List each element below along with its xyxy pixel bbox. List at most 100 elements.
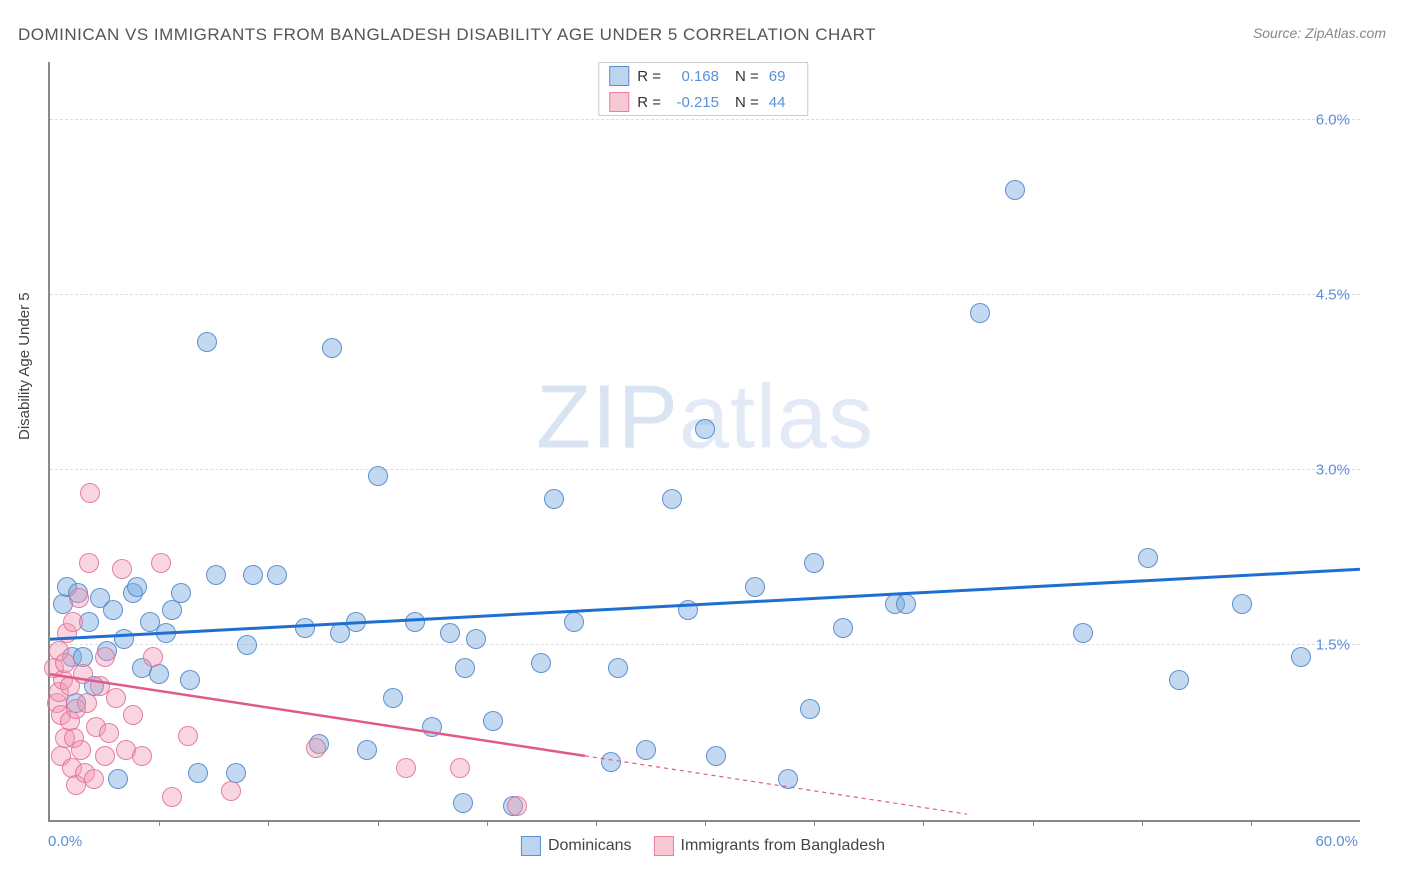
data-point bbox=[237, 635, 257, 655]
legend-swatch bbox=[654, 836, 674, 856]
data-point bbox=[95, 647, 115, 667]
data-point bbox=[466, 629, 486, 649]
data-point bbox=[69, 588, 89, 608]
y-axis-label: Disability Age Under 5 bbox=[16, 292, 33, 440]
data-point bbox=[162, 787, 182, 807]
data-point bbox=[422, 717, 442, 737]
data-point bbox=[1005, 180, 1025, 200]
data-point bbox=[103, 600, 123, 620]
data-point bbox=[804, 553, 824, 573]
data-point bbox=[1138, 548, 1158, 568]
data-point bbox=[79, 553, 99, 573]
data-point bbox=[544, 489, 564, 509]
watermark-atlas: atlas bbox=[679, 368, 874, 468]
data-point bbox=[295, 618, 315, 638]
data-point bbox=[745, 577, 765, 597]
legend-swatch bbox=[521, 836, 541, 856]
data-point bbox=[396, 758, 416, 778]
data-point bbox=[346, 612, 366, 632]
legend-n-value: 44 bbox=[769, 94, 797, 111]
y-tick-label: 3.0% bbox=[1316, 462, 1350, 479]
data-point bbox=[112, 559, 132, 579]
watermark-zip: ZIP bbox=[536, 368, 679, 468]
data-point bbox=[1232, 594, 1252, 614]
data-point bbox=[383, 688, 403, 708]
x-tick bbox=[814, 820, 815, 826]
data-point bbox=[206, 565, 226, 585]
data-point bbox=[221, 781, 241, 801]
data-point bbox=[405, 612, 425, 632]
grid-line bbox=[50, 469, 1360, 470]
x-tick bbox=[487, 820, 488, 826]
data-point bbox=[896, 594, 916, 614]
chart-title: DOMINICAN VS IMMIGRANTS FROM BANGLADESH … bbox=[18, 25, 876, 45]
x-tick bbox=[705, 820, 706, 826]
legend-n-value: 69 bbox=[769, 68, 797, 85]
data-point bbox=[171, 583, 191, 603]
data-point bbox=[108, 769, 128, 789]
data-point bbox=[970, 303, 990, 323]
y-tick-label: 4.5% bbox=[1316, 287, 1350, 304]
legend-item: Dominicans bbox=[521, 836, 632, 856]
data-point bbox=[95, 746, 115, 766]
y-tick-label: 1.5% bbox=[1316, 637, 1350, 654]
x-axis-max: 60.0% bbox=[1315, 833, 1358, 850]
data-point bbox=[84, 769, 104, 789]
data-point bbox=[1073, 623, 1093, 643]
legend-swatch bbox=[609, 66, 629, 86]
data-point bbox=[132, 746, 152, 766]
data-point bbox=[106, 688, 126, 708]
data-point bbox=[63, 612, 83, 632]
data-point bbox=[455, 658, 475, 678]
data-point bbox=[453, 793, 473, 813]
data-point bbox=[483, 711, 503, 731]
grid-line bbox=[50, 294, 1360, 295]
data-point bbox=[162, 600, 182, 620]
series-legend: Dominicans Immigrants from Bangladesh bbox=[521, 836, 885, 856]
grid-line bbox=[50, 119, 1360, 120]
data-point bbox=[450, 758, 470, 778]
x-tick bbox=[378, 820, 379, 826]
data-point bbox=[99, 723, 119, 743]
data-point bbox=[800, 699, 820, 719]
data-point bbox=[243, 565, 263, 585]
x-tick bbox=[596, 820, 597, 826]
legend-n-label: N = bbox=[735, 68, 759, 85]
legend-row: R = 0.168 N = 69 bbox=[599, 63, 807, 89]
data-point bbox=[197, 332, 217, 352]
x-axis-min: 0.0% bbox=[48, 833, 82, 850]
data-point bbox=[678, 600, 698, 620]
data-point bbox=[368, 466, 388, 486]
x-tick bbox=[1251, 820, 1252, 826]
legend-label: Dominicans bbox=[548, 837, 632, 855]
legend-r-label: R = bbox=[637, 68, 661, 85]
x-tick bbox=[159, 820, 160, 826]
data-point bbox=[55, 653, 75, 673]
data-point bbox=[188, 763, 208, 783]
data-point bbox=[440, 623, 460, 643]
data-point bbox=[267, 565, 287, 585]
data-point bbox=[608, 658, 628, 678]
chart-container: DOMINICAN VS IMMIGRANTS FROM BANGLADESH … bbox=[0, 0, 1406, 892]
data-point bbox=[156, 623, 176, 643]
plot-area: ZIPatlas 1.5% 3.0% 4.5% 6.0% bbox=[48, 62, 1360, 822]
data-point bbox=[357, 740, 377, 760]
data-point bbox=[149, 664, 169, 684]
data-point bbox=[180, 670, 200, 690]
data-point bbox=[73, 664, 93, 684]
data-point bbox=[178, 726, 198, 746]
source-label: Source: ZipAtlas.com bbox=[1253, 25, 1386, 41]
data-point bbox=[564, 612, 584, 632]
legend-row: R =-0.215N =44 bbox=[599, 89, 807, 115]
data-point bbox=[80, 483, 100, 503]
y-tick-label: 6.0% bbox=[1316, 112, 1350, 129]
legend-n-label: N = bbox=[735, 94, 759, 111]
x-tick bbox=[268, 820, 269, 826]
data-point bbox=[636, 740, 656, 760]
legend-r-value: 0.168 bbox=[671, 68, 719, 85]
correlation-legend: R =0.168N =69R =-0.215N =44 bbox=[598, 62, 808, 116]
legend-swatch bbox=[609, 92, 629, 112]
data-point bbox=[1169, 670, 1189, 690]
legend-label: Immigrants from Bangladesh bbox=[681, 837, 886, 855]
trend-lines bbox=[50, 62, 1360, 820]
